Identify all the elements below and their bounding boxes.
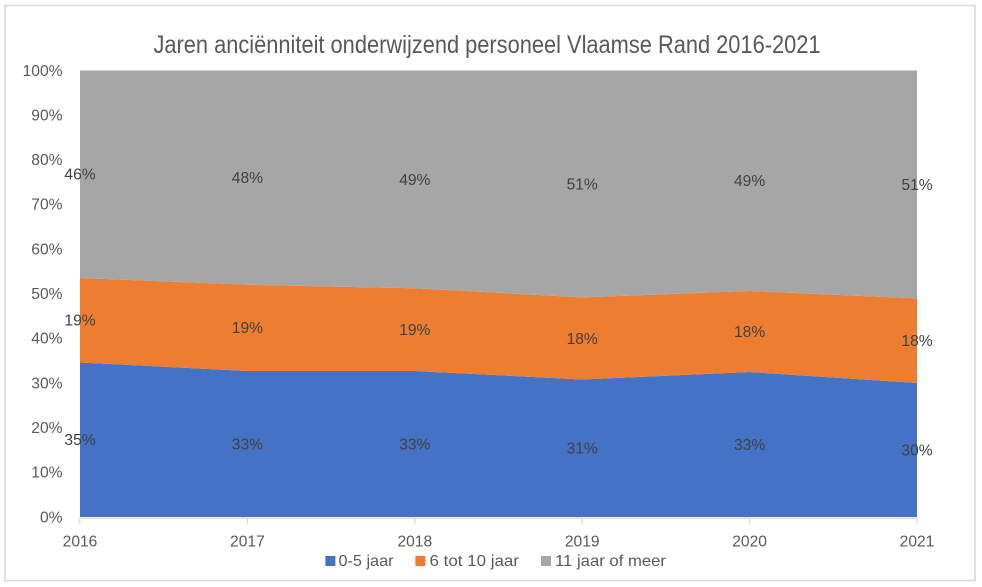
svg-text:51%: 51% — [901, 177, 932, 194]
svg-text:18%: 18% — [901, 333, 932, 350]
svg-text:2019: 2019 — [565, 534, 600, 551]
svg-text:51%: 51% — [567, 176, 598, 193]
svg-text:33%: 33% — [232, 436, 263, 453]
svg-text:100%: 100% — [23, 63, 63, 80]
svg-text:19%: 19% — [232, 320, 263, 337]
svg-text:2018: 2018 — [397, 534, 432, 551]
svg-text:2020: 2020 — [732, 534, 767, 551]
svg-text:18%: 18% — [567, 331, 598, 348]
svg-text:33%: 33% — [399, 436, 430, 453]
svg-text:2017: 2017 — [230, 534, 265, 551]
svg-text:Jaren anciënniteit onderwijzen: Jaren anciënniteit onderwijzend personee… — [154, 31, 821, 59]
svg-text:0-5 jaar: 0-5 jaar — [339, 553, 394, 570]
svg-text:46%: 46% — [64, 167, 95, 184]
svg-text:48%: 48% — [232, 170, 263, 187]
svg-text:49%: 49% — [399, 172, 430, 189]
svg-text:20%: 20% — [31, 420, 62, 437]
svg-text:80%: 80% — [31, 152, 62, 169]
svg-text:10%: 10% — [31, 465, 62, 482]
svg-text:2021: 2021 — [900, 534, 935, 551]
svg-text:35%: 35% — [64, 432, 95, 449]
svg-text:30%: 30% — [901, 442, 932, 459]
svg-text:31%: 31% — [567, 441, 598, 458]
svg-text:70%: 70% — [31, 197, 62, 214]
svg-text:40%: 40% — [31, 331, 62, 348]
svg-text:50%: 50% — [31, 286, 62, 303]
svg-text:19%: 19% — [64, 313, 95, 330]
svg-text:6 tot 10 jaar: 6 tot 10 jaar — [430, 553, 520, 570]
svg-text:49%: 49% — [734, 173, 765, 190]
svg-text:11 jaar of meer: 11 jaar of meer — [555, 553, 666, 570]
svg-text:18%: 18% — [734, 324, 765, 341]
svg-text:60%: 60% — [31, 241, 62, 258]
svg-text:33%: 33% — [734, 437, 765, 454]
svg-text:30%: 30% — [31, 375, 62, 392]
svg-text:0%: 0% — [40, 509, 63, 526]
svg-text:2016: 2016 — [63, 534, 98, 551]
svg-text:19%: 19% — [399, 322, 430, 339]
svg-text:90%: 90% — [31, 107, 62, 124]
